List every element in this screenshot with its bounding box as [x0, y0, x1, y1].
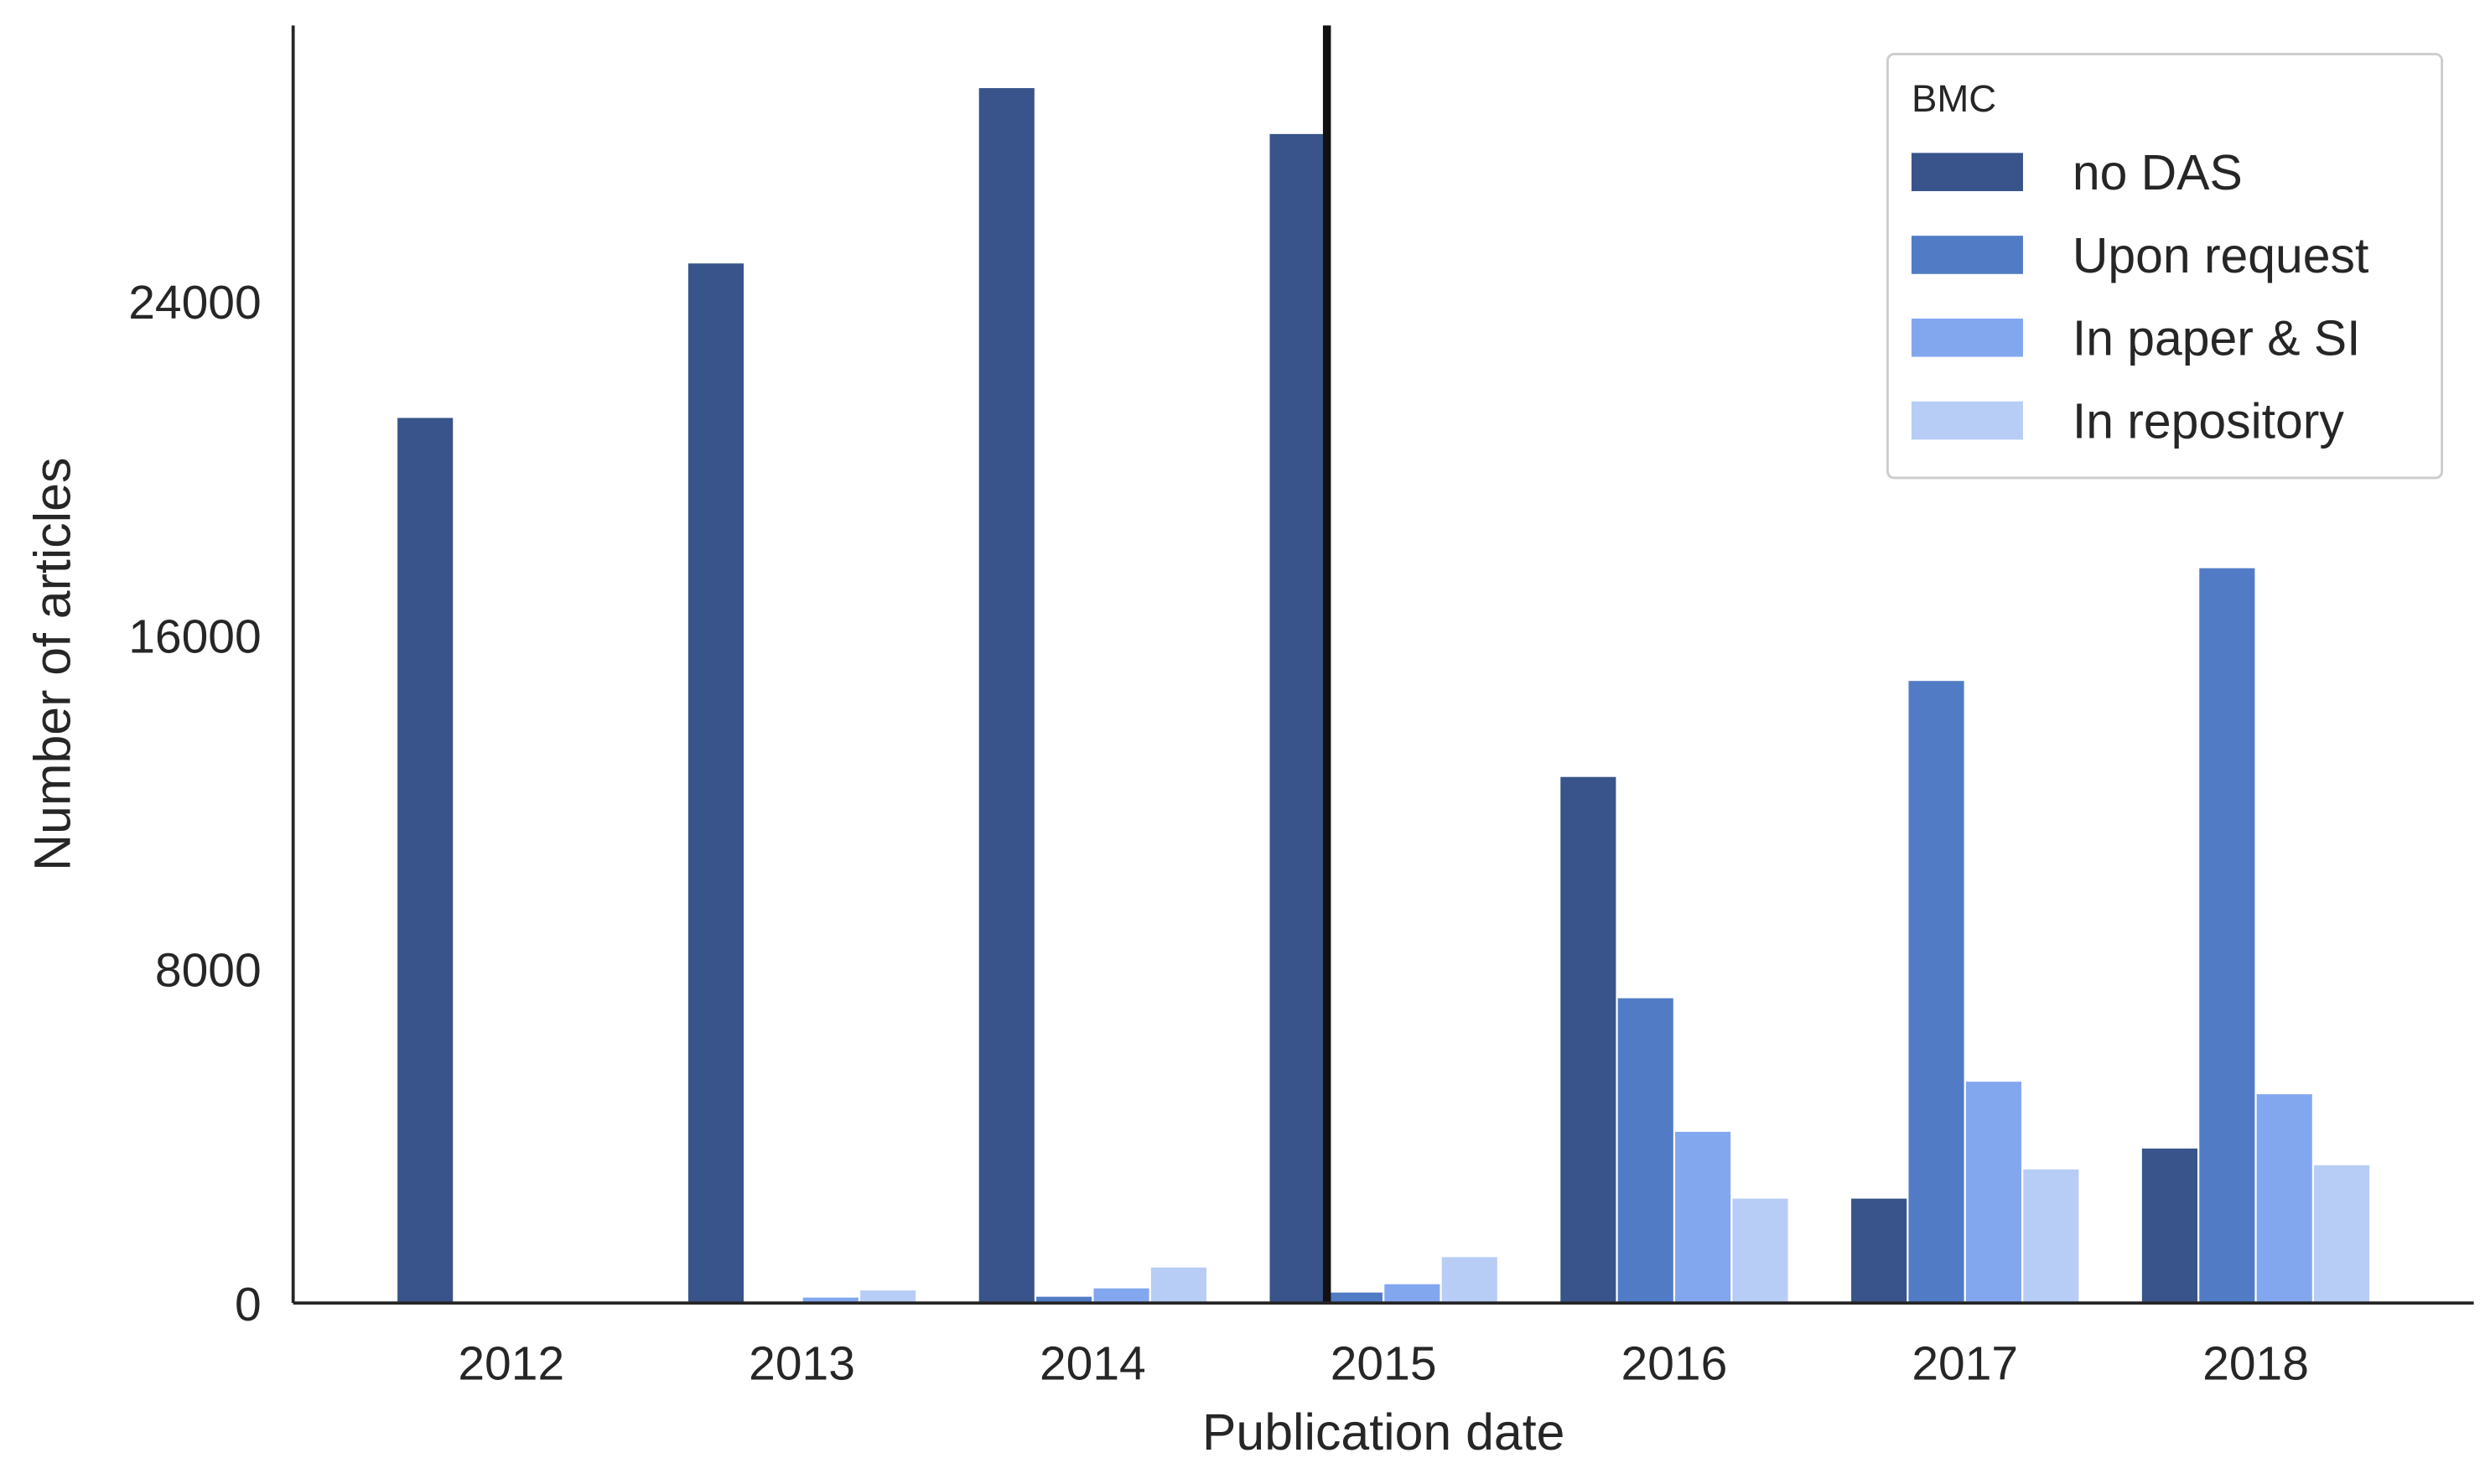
bar-upon-request-2015	[1326, 1292, 1383, 1304]
bar-no-das-2016	[1560, 776, 1616, 1304]
legend-swatch	[1911, 153, 2023, 191]
legend-label: no DAS	[2073, 146, 2243, 200]
bars-group	[397, 88, 2370, 1304]
bar-no-das-2013	[687, 263, 744, 1304]
y-axis-label: Number of articles	[24, 458, 81, 871]
bar-no-das-2014	[978, 88, 1035, 1304]
x-tick-label: 2012	[458, 1336, 564, 1390]
bar-upon-request-2017	[1908, 681, 1964, 1304]
y-tick-label: 0	[235, 1278, 262, 1331]
bar-upon-request-2016	[1617, 998, 1673, 1304]
y-tick-labels: 0 8000 16000 24000	[128, 276, 261, 1331]
legend-swatch	[1911, 401, 2023, 440]
x-tick-label: 2015	[1331, 1336, 1437, 1390]
bar-in-repository-2014	[1150, 1267, 1206, 1304]
legend-swatch	[1911, 236, 2023, 274]
x-tick-labels: 2012 2013 2014 2015 2016 2017 2018	[458, 1336, 2309, 1390]
legend-label: In paper & SI	[2073, 312, 2361, 366]
legend-items: no DAS Upon request In paper & SI In reposi…	[1911, 146, 2368, 449]
bar-no-das-2018	[2141, 1148, 2197, 1304]
bar-in-paper-si-2016	[1675, 1131, 1731, 1304]
bar-in-repository-2013	[860, 1290, 916, 1304]
bar-in-paper-si-2018	[2256, 1094, 2312, 1304]
legend-box	[1886, 53, 2444, 480]
x-tick-label: 2017	[1912, 1336, 2018, 1390]
axes-group	[291, 25, 2474, 1305]
x-axis-label: Publication date	[1202, 1404, 1565, 1461]
bar-no-das-2012	[397, 418, 454, 1304]
bar-in-repository-2016	[1732, 1198, 1788, 1304]
bar-no-das-2015	[1269, 133, 1326, 1304]
bar-in-paper-si-2013	[802, 1297, 859, 1304]
x-tick-label: 2016	[1621, 1336, 1728, 1390]
bar-upon-request-2014	[1036, 1296, 1092, 1304]
legend-label: Upon request	[2073, 229, 2368, 283]
legend-label: In repository	[2073, 394, 2345, 449]
bar-in-paper-si-2014	[1093, 1288, 1149, 1304]
y-tick-label: 8000	[155, 944, 262, 998]
bar-in-repository-2018	[2314, 1165, 2370, 1304]
bar-in-paper-si-2017	[1965, 1082, 2021, 1304]
x-tick-label: 2013	[749, 1336, 855, 1390]
x-tick-label: 2014	[1040, 1336, 1146, 1390]
bar-in-repository-2017	[2023, 1169, 2079, 1304]
bar-in-paper-si-2015	[1384, 1284, 1440, 1304]
legend-title: BMC	[1912, 77, 1996, 120]
bar-no-das-2017	[1851, 1198, 1907, 1304]
y-tick-label: 24000	[128, 276, 261, 329]
x-tick-label: 2018	[2202, 1336, 2309, 1390]
legend-swatch	[1911, 318, 2023, 357]
bar-upon-request-2018	[2199, 568, 2255, 1304]
bar-in-repository-2015	[1441, 1257, 1497, 1304]
y-tick-label: 16000	[128, 610, 261, 663]
legend: BMC no DAS Upon request In paper & SI In re…	[1886, 53, 2444, 480]
